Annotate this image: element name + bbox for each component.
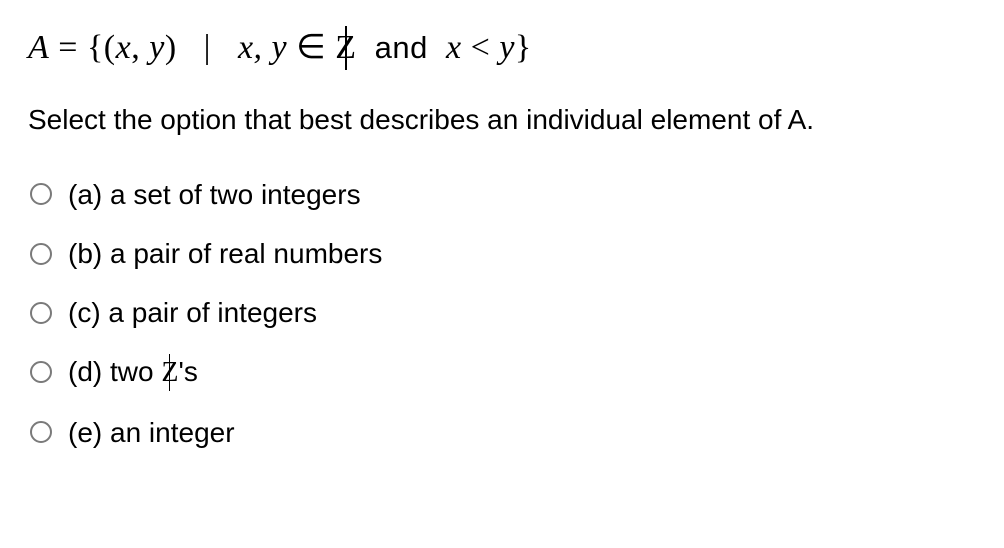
radio-icon[interactable] <box>30 361 52 383</box>
math-x: x <box>116 29 132 66</box>
options-group: (a) a set of two integers (b) a pair of … <box>28 175 976 452</box>
math-y: y <box>149 29 165 66</box>
option-b[interactable]: (b) a pair of real numbers <box>30 234 976 273</box>
math-pair-close: ) <box>165 29 177 66</box>
option-label: (b) a pair of real numbers <box>68 234 382 273</box>
option-label: (a) a set of two integers <box>68 175 361 214</box>
option-d[interactable]: (d) two Z's <box>30 352 976 392</box>
math-close-brace: } <box>515 29 532 66</box>
math-bar: | <box>204 29 211 66</box>
math-x2: x <box>446 29 462 66</box>
option-label: (c) a pair of integers <box>68 293 317 332</box>
option-c[interactable]: (c) a pair of integers <box>30 293 976 332</box>
radio-icon[interactable] <box>30 243 52 265</box>
radio-icon[interactable] <box>30 421 52 443</box>
math-pair-open: ( <box>104 29 116 66</box>
set-definition: A = {(x, y) | x, y ∈ Z and x < y} <box>28 24 976 72</box>
math-comma: , <box>131 29 140 66</box>
math-open-brace: { <box>87 29 104 66</box>
math-xy: x, y <box>238 29 287 66</box>
math-eq: = <box>58 29 87 66</box>
radio-icon[interactable] <box>30 183 52 205</box>
option-label: (d) two Z's <box>68 352 198 392</box>
math-and: and <box>366 30 437 65</box>
math-y2: y <box>499 29 515 66</box>
math-lt: < <box>471 29 500 66</box>
question-prompt: Select the option that best describes an… <box>28 100 976 139</box>
math-in: ∈ <box>296 29 326 66</box>
blackboard-z-icon: Z <box>161 353 178 392</box>
radio-icon[interactable] <box>30 302 52 324</box>
math-A: A <box>28 29 49 66</box>
option-e[interactable]: (e) an integer <box>30 413 976 452</box>
option-label: (e) an integer <box>68 413 235 452</box>
option-a[interactable]: (a) a set of two integers <box>30 175 976 214</box>
math-Z: Z <box>335 24 356 72</box>
